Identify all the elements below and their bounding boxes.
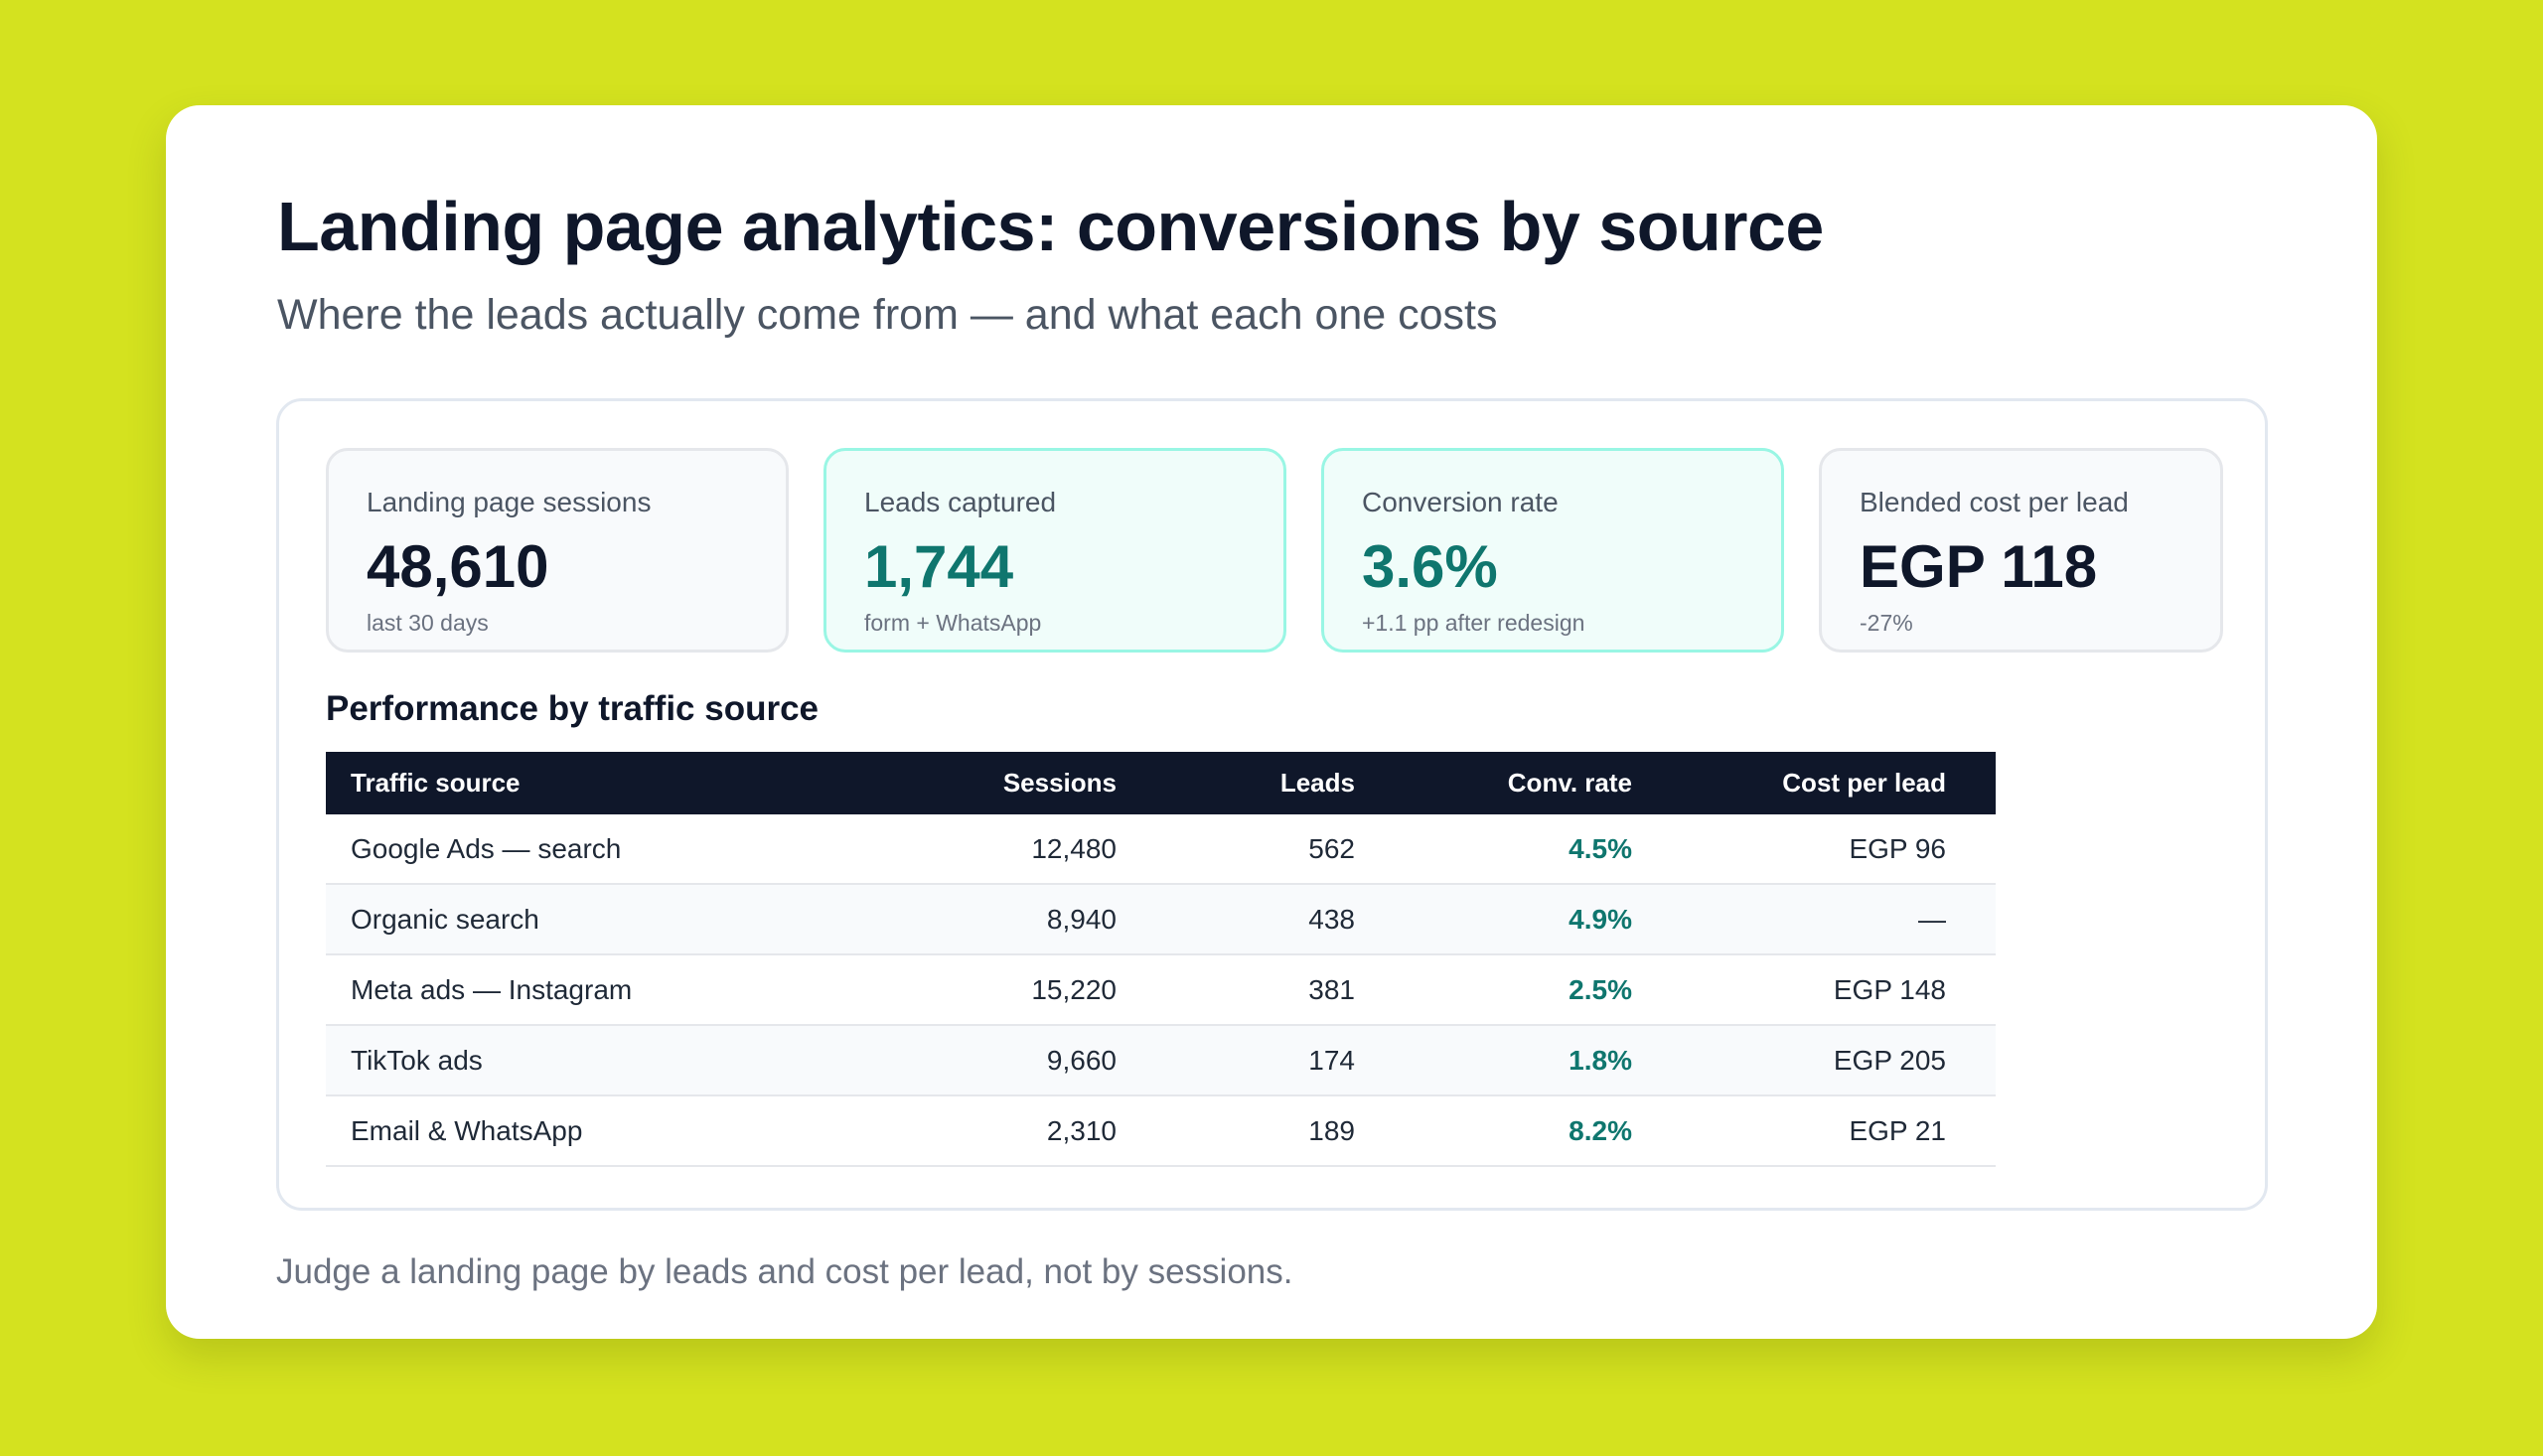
table-row: TikTok ads 9,660 174 1.8% EGP 205 (326, 1026, 1996, 1096)
cell-conv-rate: 4.5% (1569, 832, 1632, 864)
column-header-leads: Leads (1279, 768, 1355, 798)
cell-conv-rate: 8.2% (1569, 1114, 1632, 1146)
cell-source: Google Ads — search (351, 832, 622, 864)
cell-cost-per-lead: EGP 21 (1849, 1114, 1946, 1146)
cell-cost-per-lead: EGP 148 (1833, 973, 1946, 1005)
kpi-label: Leads captured (864, 487, 1057, 517)
cell-conv-rate: 4.9% (1569, 903, 1632, 935)
kpi-note: +1.1 pp after redesign (1362, 610, 1585, 636)
footnote: Judge a landing page by leads and cost p… (276, 1252, 1293, 1291)
kpi-card-leads: Leads captured 1,744 form + WhatsApp (823, 448, 1286, 653)
cell-conv-rate: 2.5% (1569, 973, 1632, 1005)
cell-source: TikTok ads (351, 1044, 483, 1076)
kpi-label: Conversion rate (1362, 487, 1559, 517)
dashboard-card: Landing page analytics: conversions by s… (166, 105, 2377, 1339)
kpi-card-sessions: Landing page sessions 48,610 last 30 day… (326, 448, 789, 653)
page-title: Landing page analytics: conversions by s… (277, 188, 1824, 265)
kpi-note: form + WhatsApp (864, 610, 1042, 636)
cell-source: Meta ads — Instagram (351, 973, 633, 1005)
column-header-sessions: Sessions (1002, 768, 1117, 798)
cell-conv-rate: 1.8% (1569, 1044, 1632, 1076)
column-header-cost-per-lead: Cost per lead (1782, 768, 1946, 798)
cell-source: Organic search (351, 903, 539, 935)
cell-sessions: 12,480 (1031, 832, 1117, 864)
cell-leads: 189 (1308, 1114, 1355, 1146)
cell-leads: 174 (1308, 1044, 1355, 1076)
table-title: Performance by traffic source (326, 689, 820, 728)
kpi-card-cost-per-lead: Blended cost per lead EGP 118 -27% (1819, 448, 2223, 653)
kpi-card-conversion-rate: Conversion rate 3.6% +1.1 pp after redes… (1321, 448, 1784, 653)
cell-leads: 381 (1308, 973, 1355, 1005)
table-header-row: Traffic source Sessions Leads Conv. rate… (326, 752, 1996, 814)
analytics-panel: Landing page sessions 48,610 last 30 day… (276, 398, 2268, 1211)
cell-cost-per-lead: EGP 205 (1833, 1044, 1946, 1076)
cell-cost-per-lead: EGP 96 (1849, 832, 1946, 864)
traffic-source-table: Traffic source Sessions Leads Conv. rate… (326, 752, 1996, 1167)
kpi-value: 48,610 (367, 533, 549, 600)
kpi-label: Landing page sessions (367, 487, 652, 517)
column-header-conv-rate: Conv. rate (1507, 768, 1632, 798)
table-row: Organic search 8,940 438 4.9% — (326, 885, 1996, 955)
column-header-source: Traffic source (351, 768, 521, 798)
table-row: Meta ads — Instagram 15,220 381 2.5% EGP… (326, 955, 1996, 1026)
page-subtitle: Where the leads actually come from — and… (277, 291, 1498, 339)
kpi-value: EGP 118 (1860, 533, 2098, 600)
kpi-note: last 30 days (367, 610, 489, 636)
cell-sessions: 9,660 (1046, 1044, 1117, 1076)
kpi-note: -27% (1860, 610, 1913, 636)
table-row: Email & WhatsApp 2,310 189 8.2% EGP 21 (326, 1096, 1996, 1167)
kpi-value: 3.6% (1362, 533, 1498, 600)
cell-sessions: 8,940 (1046, 903, 1117, 935)
cell-leads: 562 (1308, 832, 1355, 864)
cell-cost-per-lead: — (1918, 903, 1946, 935)
cell-leads: 438 (1308, 903, 1355, 935)
kpi-value: 1,744 (864, 533, 1014, 600)
cell-sessions: 2,310 (1046, 1114, 1117, 1146)
cell-source: Email & WhatsApp (351, 1114, 583, 1146)
kpi-label: Blended cost per lead (1860, 487, 2129, 517)
cell-sessions: 15,220 (1031, 973, 1117, 1005)
table-row: Google Ads — search 12,480 562 4.5% EGP … (326, 814, 1996, 885)
